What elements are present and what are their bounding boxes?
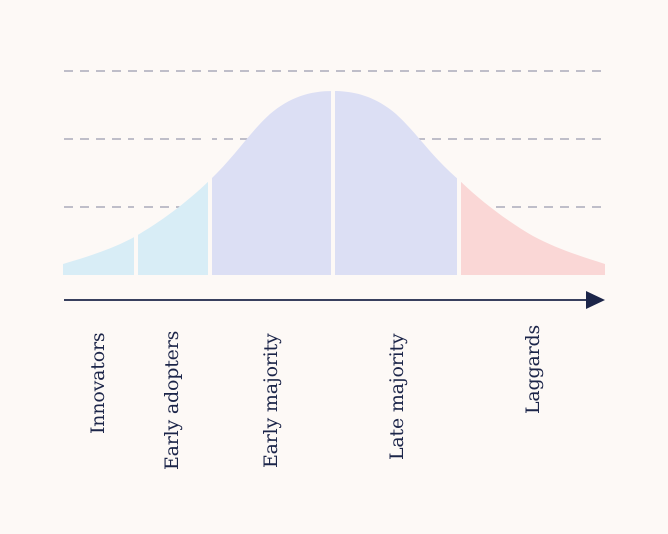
label-early-majority: Early majority — [260, 333, 282, 468]
segment-early-adopters — [136, 91, 210, 275]
segment-early-majority — [210, 91, 333, 275]
label-laggards: Laggards — [522, 325, 544, 414]
x-axis-arrowhead-icon — [586, 291, 605, 309]
label-late-majority: Late majority — [386, 333, 408, 460]
segment-dividers — [134, 80, 461, 277]
label-early-adopters: Early adopters — [161, 330, 183, 470]
segment-late-majority — [333, 91, 459, 275]
segment-laggards — [459, 91, 605, 275]
segment-innovators — [63, 91, 136, 275]
label-innovators: Innovators — [87, 332, 109, 434]
